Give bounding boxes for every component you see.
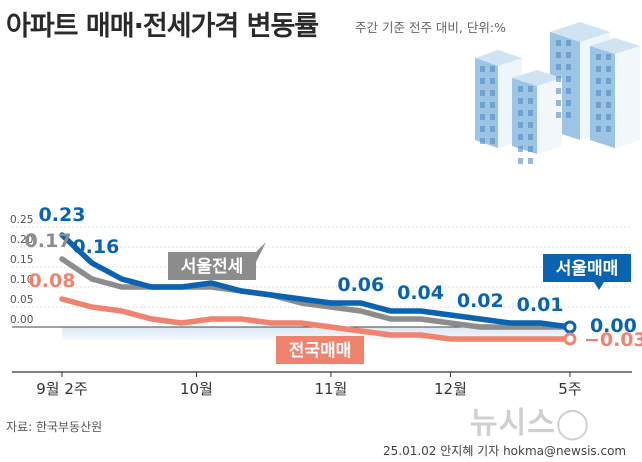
series-line-전국매매 bbox=[59, 296, 573, 342]
x-tick-label: 9월 2주 bbox=[36, 380, 87, 398]
legend-seoul-jeonse-pointer bbox=[256, 242, 266, 262]
y-tick-label: 0.00 bbox=[10, 314, 33, 326]
end-marker-전국매매 bbox=[563, 332, 577, 346]
credit-line: 25.01.02 안지혜 기자 hokma@newsis.com bbox=[383, 444, 627, 458]
y-tick-label: 0.15 bbox=[10, 254, 33, 266]
data-label: −0.03 bbox=[584, 329, 642, 351]
legend-seoul-jeonse-text: 서울전세 bbox=[181, 257, 244, 277]
data-label: 0.01 bbox=[517, 294, 564, 316]
data-label: 0.04 bbox=[397, 282, 444, 304]
x-tick-label: 10월 bbox=[180, 380, 213, 398]
data-label: 0.23 bbox=[39, 204, 86, 226]
chart-subtitle: 주간 기준 전주 대비, 단위:% bbox=[355, 20, 506, 35]
y-tick-label: 0.05 bbox=[10, 294, 33, 306]
legend-seoul-jeonse-bg bbox=[168, 252, 256, 280]
legend-national-sale: 전국매매 bbox=[276, 336, 364, 364]
data-label: 0.16 bbox=[72, 236, 119, 258]
legend-seoul-jeonse: 서울전세 bbox=[168, 242, 266, 280]
x-tick-label: 11월 bbox=[314, 380, 347, 398]
data-label: 0.06 bbox=[337, 274, 384, 296]
buildings-illustration bbox=[475, 22, 640, 164]
legend-seoul-sale-bg bbox=[543, 254, 631, 282]
y-tick-label: 0.25 bbox=[10, 214, 33, 226]
data-label: 0.00 bbox=[590, 315, 637, 337]
data-label: 0.17 bbox=[25, 230, 72, 252]
chart-title: 아파트 매매·전세가격 변동률 bbox=[6, 11, 319, 42]
source-note: 자료: 한국부동산원 bbox=[6, 420, 103, 434]
x-tick-label: 5주 bbox=[558, 380, 581, 398]
y-tick-label: 0.20 bbox=[10, 234, 33, 246]
newsis-watermark: 뉴시스◯ bbox=[470, 406, 591, 441]
legend-seoul-sale: 서울매매 bbox=[543, 254, 631, 290]
y-tick-label: 0.10 bbox=[10, 274, 33, 286]
legend-seoul-sale-pointer bbox=[594, 282, 604, 290]
legend-seoul-sale-text: 서울매매 bbox=[556, 259, 619, 279]
legend-national-sale-text: 전국매매 bbox=[289, 341, 352, 361]
legend-national-sale-bg bbox=[276, 336, 364, 364]
series-line-서울매매 bbox=[59, 232, 573, 330]
data-label: 0.02 bbox=[457, 290, 504, 312]
end-marker-서울매매 bbox=[563, 320, 577, 334]
data-label: 0.08 bbox=[29, 270, 76, 292]
x-tick-label: 12월 bbox=[434, 380, 467, 398]
